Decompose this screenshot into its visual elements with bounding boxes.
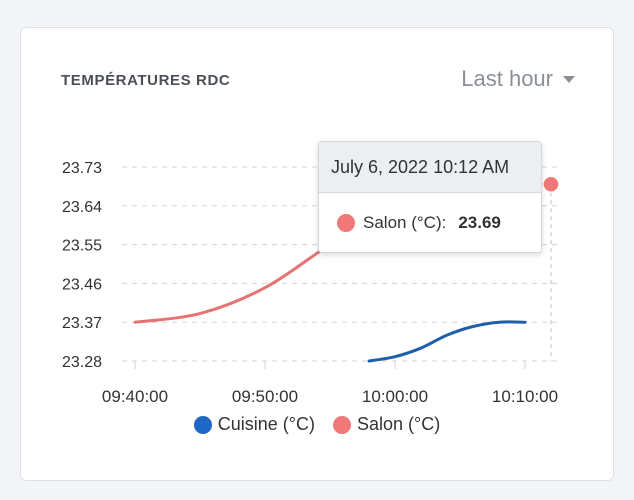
x-tick-label: 10:10:00 [492,387,558,406]
hover-point [542,175,560,193]
y-tick-label: 23.73 [62,160,102,177]
card-title: TEMPÉRATURES RDC [61,72,231,89]
x-tick-label: 09:40:00 [102,387,168,406]
time-range-dropdown[interactable]: Last hour [461,66,575,92]
legend-item-salon[interactable]: Salon (°C) [332,414,441,435]
legend-dot [193,415,212,434]
chart-tooltip: July 6, 2022 10:12 AM Salon (°C): 23.69 [318,141,542,253]
y-tick-label: 23.64 [62,199,102,216]
legend-dot [332,415,351,434]
legend-label: Cuisine (°C) [217,414,315,434]
legend-label: Salon (°C) [356,414,441,434]
y-tick-label: 23.28 [62,354,102,371]
chevron-down-icon [563,75,575,83]
y-tick-label: 23.55 [62,238,102,255]
series-line-cuisine [367,320,527,363]
y-tick-label: 23.37 [62,315,102,332]
x-tick-label: 09:50:00 [232,387,298,406]
time-range-label: Last hour [461,66,553,91]
legend-item-cuisine[interactable]: Cuisine (°C) [193,414,315,435]
tooltip-series-dot [337,214,355,232]
tooltip-series-label: Salon (°C): [363,213,447,232]
tooltip-row: Salon (°C): 23.69 [319,193,541,252]
x-tick-label: 10:00:00 [362,387,428,406]
tooltip-date: July 6, 2022 10:12 AM [319,142,541,193]
chart-legend: Cuisine (°C) Salon (°C) [0,414,634,435]
y-tick-label: 23.46 [62,276,102,293]
tooltip-value: 23.69 [458,213,501,232]
